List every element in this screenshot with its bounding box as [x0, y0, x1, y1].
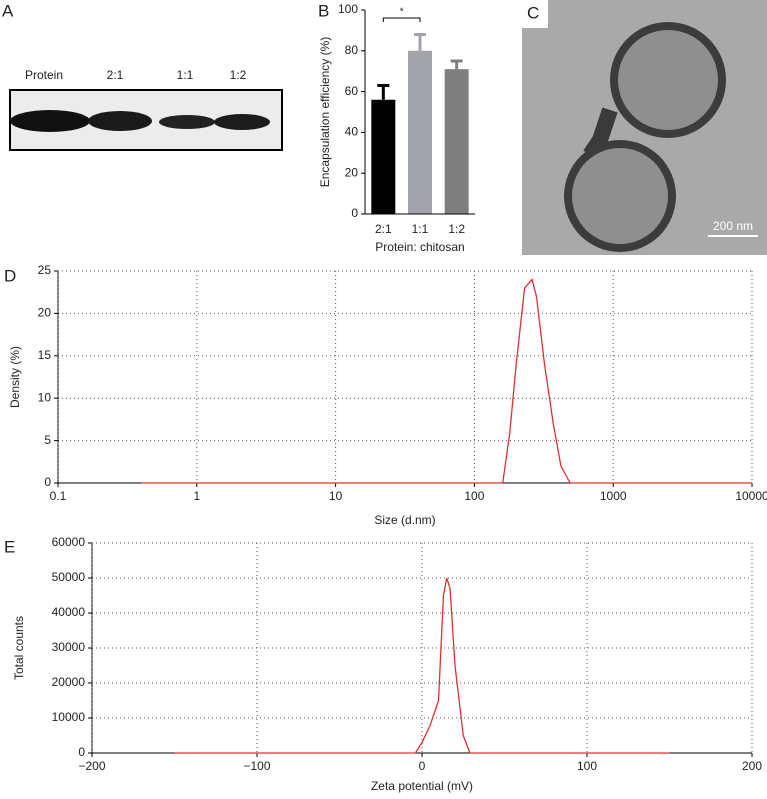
y-tick-label: 20000 — [52, 675, 86, 689]
y-tick-label: 20 — [38, 306, 52, 320]
y-tick-label: 25 — [38, 263, 52, 277]
y-tick-label: 50000 — [52, 570, 86, 584]
panel-label: B — [318, 1, 329, 20]
y-tick-label: 20 — [345, 165, 359, 179]
significance-bracket — [382, 17, 421, 22]
lane-label: 2:1 — [107, 68, 124, 82]
x-axis-label: Zeta potential (mV) — [371, 779, 473, 793]
particle — [618, 30, 718, 130]
y-tick-label: 0 — [78, 745, 85, 759]
error-bar — [377, 83, 390, 100]
panel-label: D — [4, 266, 16, 285]
x-tick-label: 1:1 — [412, 222, 429, 236]
y-tick-label: 5 — [44, 433, 51, 447]
significance: * — [400, 7, 404, 18]
y-axis-label: Encapsulation efficiency (%) — [318, 37, 332, 188]
x-tick-label: 100 — [577, 759, 597, 773]
line — [141, 278, 752, 484]
line — [174, 577, 670, 754]
y-axis-label: Total counts — [12, 616, 26, 680]
particle — [572, 148, 668, 244]
bar — [408, 50, 432, 214]
panel-label: A — [2, 1, 14, 20]
bar — [444, 69, 469, 214]
y-tick-label: 0 — [351, 206, 358, 220]
lane-label: 1:1 — [177, 68, 194, 82]
x-tick-label: 10000 — [735, 489, 767, 503]
y-tick-label: 0 — [44, 475, 51, 489]
x-axis-label: Protein: chitosan — [375, 240, 464, 254]
x-tick-label: 200 — [742, 759, 762, 773]
y-tick-label: 60000 — [52, 535, 86, 549]
x-tick-label: 10 — [329, 489, 343, 503]
y-tick-label: 30000 — [52, 640, 86, 654]
error-bar — [414, 32, 426, 51]
y-tick-label: 10 — [38, 390, 52, 404]
x-tick-label: 1 — [193, 489, 200, 503]
y-tick-label: 15 — [38, 348, 52, 362]
lane-label: Protein — [25, 68, 63, 82]
band — [88, 111, 152, 131]
y-tick-label: 80 — [345, 43, 359, 57]
x-tick-label: 100 — [464, 489, 484, 503]
x-tick-label: 1:2 — [448, 222, 465, 236]
bar — [371, 99, 396, 214]
x-tick-label: 1000 — [600, 489, 627, 503]
y-tick-label: 10000 — [52, 710, 86, 724]
error-bar — [450, 59, 463, 70]
x-tick-label: 2:1 — [375, 222, 392, 236]
y-tick-label: 40000 — [52, 605, 86, 619]
y-tick-label: 60 — [345, 84, 359, 98]
scale-bar-label: 200 nm — [713, 219, 753, 233]
label-box — [522, 0, 548, 28]
x-tick-label: −200 — [78, 759, 105, 773]
x-tick-label: 0.1 — [50, 489, 67, 503]
y-axis-label: Density (%) — [8, 346, 22, 408]
band — [214, 114, 270, 130]
band — [159, 115, 215, 129]
lane-label: 1:2 — [230, 68, 247, 82]
panel-label: C — [527, 3, 539, 22]
panel-label: E — [4, 537, 15, 556]
band — [10, 110, 90, 132]
x-axis-label: Size (d.nm) — [374, 513, 435, 527]
x-tick-label: 0 — [419, 759, 426, 773]
x-tick-label: −100 — [243, 759, 270, 773]
y-tick-label: 100 — [338, 2, 358, 16]
y-tick-label: 40 — [345, 125, 359, 139]
